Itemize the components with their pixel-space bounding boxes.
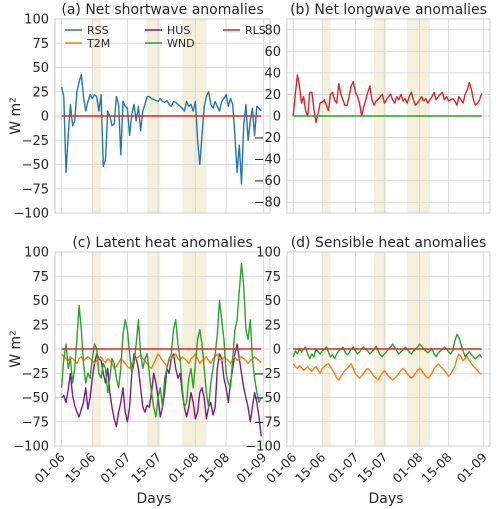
y-tick-label: −100 [245, 440, 281, 455]
x-tick-label: 15-08 [196, 449, 232, 485]
legend-label-rss: RSS [87, 24, 109, 37]
xlabel-right: Days [369, 491, 404, 507]
panel-title: (d) Sensible heat anomalies [291, 235, 487, 251]
x-tick-label: 15-07 [354, 450, 390, 486]
y-tick-label: 0 [41, 110, 49, 125]
y-tick-label: −75 [254, 415, 281, 430]
y-tick-label: 25 [32, 85, 49, 100]
y-tick-label: 0 [273, 343, 281, 358]
panel-title: (c) Latent heat anomalies [72, 235, 252, 251]
y-tick-label: 60 [264, 45, 281, 60]
x-tick-label: 01-09 [233, 449, 269, 485]
x-tick-label: 01-06 [31, 449, 67, 485]
legend: RSS HUS RLS T2M WND [65, 24, 266, 50]
panel-b: −80 −60 −40 −20 0 20 40 60 80 (b) Net longwave an… [254, 2, 491, 214]
y-tick-label: 100 [24, 246, 49, 261]
y-tick-label: 100 [256, 246, 281, 261]
y-tick-label: 25 [32, 318, 49, 333]
y-tick-label: −40 [254, 153, 281, 168]
plot-frame [286, 251, 491, 447]
legend-label-wnd: WND [167, 37, 195, 50]
y-tick-label: 25 [264, 318, 281, 333]
panels: −100 −75 −50 −25 0 25 50 75 100 (a) Net shortwave… [13, 2, 491, 486]
y-tick-label: −20 [254, 131, 281, 146]
y-tick-label: 75 [264, 270, 281, 285]
y-tick-label: −50 [22, 391, 49, 406]
x-tick-label: 15-07 [128, 450, 164, 486]
y-tick-label: 100 [24, 13, 49, 28]
plot-frame [54, 251, 271, 447]
y-tick-label: −80 [254, 196, 281, 211]
y-tick-label: 50 [264, 294, 281, 309]
y-tick-label: 50 [32, 61, 49, 76]
legend-label-t2m: T2M [86, 37, 110, 50]
panel-title: (b) Net longwave anomalies [290, 2, 487, 18]
ylabel-top: W m² [8, 97, 24, 135]
series-line-t2m [61, 353, 262, 370]
x-tick-label: 15-06 [62, 449, 98, 485]
x-tick-label: 01-08 [165, 449, 201, 485]
x-tick-label: 01-08 [389, 449, 425, 485]
panel-title: (a) Net shortwave anomalies [61, 2, 263, 18]
series-line-rss [60, 73, 262, 185]
x-tick-label: 01-06 [263, 449, 299, 485]
x-tick-label: 01-09 [454, 449, 490, 485]
series-line-rls [292, 74, 483, 124]
y-tick-label: −50 [254, 391, 281, 406]
legend-label-hus: HUS [167, 24, 190, 37]
x-tick-label: 01-07 [325, 450, 361, 486]
y-tick-label: −100 [13, 440, 49, 455]
y-tick-label: −60 [254, 174, 281, 189]
y-tick-label: 20 [264, 88, 281, 103]
y-tick-label: 40 [264, 66, 281, 81]
legend-label-rls: RLS [245, 24, 266, 37]
y-tick-label: 80 [264, 23, 281, 38]
ylabel-bottom: W m² [8, 330, 24, 368]
panel-c: −100−75−50−25025507510001-0615-0601-0715… [13, 235, 271, 486]
y-tick-label: −50 [22, 158, 49, 173]
y-tick-label: 50 [32, 294, 49, 309]
y-tick-label: −75 [22, 415, 49, 430]
y-tick-label: 75 [32, 37, 49, 52]
y-tick-label: 0 [41, 343, 49, 358]
series-line-t2m [292, 353, 482, 381]
x-tick-label: 15-08 [418, 449, 454, 485]
panel-a: −100 −75 −50 −25 0 25 50 75 100 (a) Net shortwave… [13, 2, 271, 222]
y-tick-label: −100 [13, 207, 49, 222]
series-line-wnd [60, 262, 262, 418]
plot-frame [286, 18, 491, 214]
panel-d: −100−75−50−25025507510001-0615-0601-0715… [245, 235, 491, 486]
x-tick-label: 15-06 [292, 449, 328, 485]
y-tick-label: −25 [254, 367, 281, 382]
y-tick-label: 0 [273, 110, 281, 125]
y-tick-label: −75 [22, 182, 49, 197]
y-tick-label: −25 [22, 134, 49, 149]
x-tick-label: 01-07 [97, 450, 133, 486]
plot-frame [54, 18, 271, 214]
y-tick-label: −25 [22, 367, 49, 382]
xlabel-left: Days [137, 491, 172, 507]
y-tick-label: 75 [32, 270, 49, 285]
